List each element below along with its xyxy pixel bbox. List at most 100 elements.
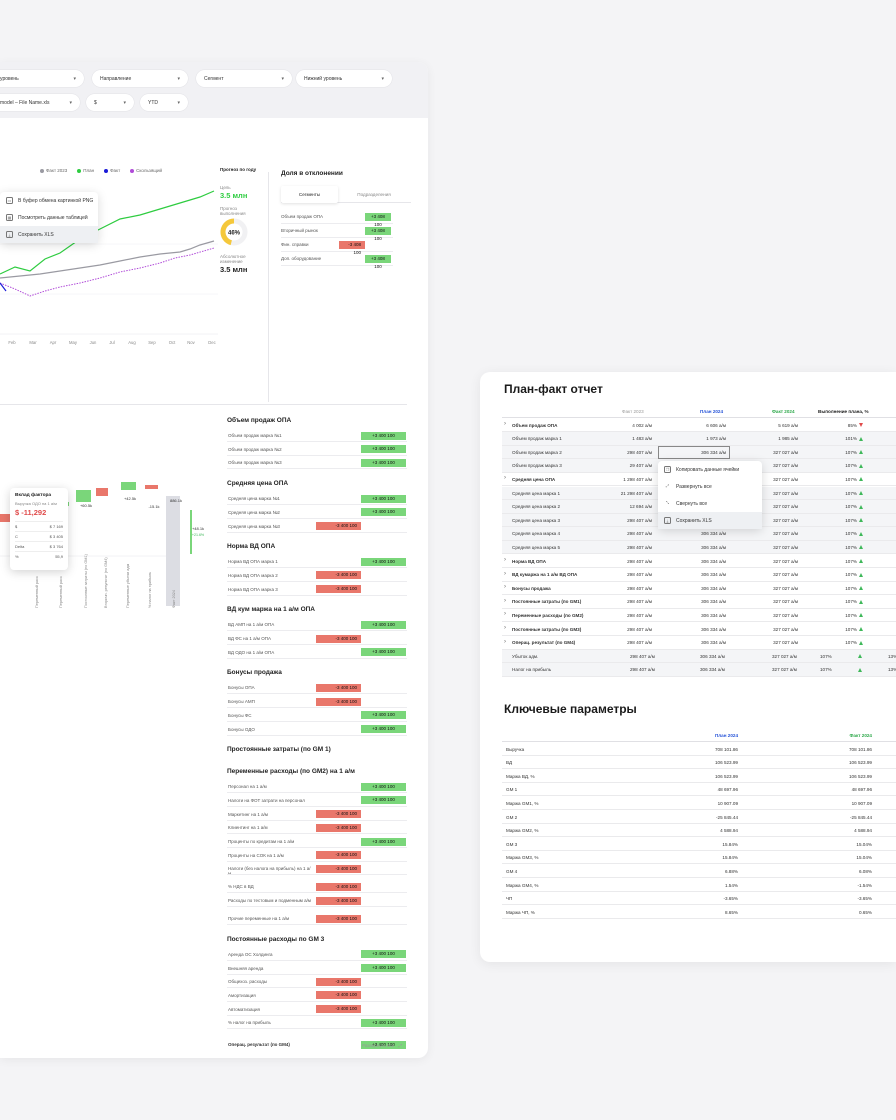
download-icon: ⤓ [664,517,671,524]
plan-fact-row[interactable]: › Операц. результат (по GM4) 298 407 а/м 30… [502,636,896,650]
plan-fact-cell: 327 027 а/м [773,476,798,482]
chevron-down-icon: ▾ [69,99,72,106]
key-params-row: GM 1 48 697.96 48 697.96 [502,783,896,797]
expand-all-link[interactable]: Развернуть все ⤢ [362,1043,402,1048]
plan-fact-row[interactable]: Средняя цена марка 4 298 407 а/м 306 334 а… [502,527,896,541]
table-menu-item[interactable]: ❐ Копировать данные ячейки [658,461,762,478]
table-menu-item[interactable]: ⤢ Развернуть все [658,478,762,495]
chevron-right-icon[interactable]: › [504,638,506,645]
x-tick-label: Jun [90,340,97,345]
chevron-right-icon[interactable]: › [504,597,506,604]
chevron-right-icon[interactable]: › [504,611,506,618]
key-params-label: Выручка [506,746,525,752]
tab-segments[interactable]: Сегменты [281,186,338,203]
chevron-right-icon[interactable]: › [504,475,506,482]
key-params-fact: -1.54% [857,882,872,888]
table-context-menu: ❐ Копировать данные ячейки ⤢ Развернуть все… [658,461,762,529]
legend-dot-icon [40,168,44,173]
legend-dot-icon [77,168,82,173]
tab-divisions[interactable]: Подразделения [357,192,391,197]
filter-select[interactable]: Направление ▾ [92,70,188,87]
triangle-icon [859,436,863,441]
waterfall-bar [121,482,136,490]
chart-menu-item[interactable]: ▦ Посмотреть данные таблицей [0,209,98,226]
key-params-plan: 15.84% [722,855,738,861]
plan-fact-row[interactable]: › Бонусы продажа 298 407 а/м 306 334 а/м 327… [502,582,896,596]
key-params-row: Маржа ВД, % 106 523.99 106 523.99 [502,769,896,783]
key-params-plan: 48 697.96 [717,787,738,793]
plan-fact-row[interactable]: Средняя цена марка 5 298 407 а/м 306 334 а… [502,540,896,555]
plan-fact-row[interactable]: › Постоянные затраты (по GM3) 298 407 а/м 3… [502,623,896,637]
plan-fact-row[interactable]: Налог на прибыль 298 407 а/м 306 334 а/м 32… [502,663,896,677]
chevron-right-icon[interactable]: › [504,584,506,591]
waterfall-x-label: Вторичн. результат (по GM4) [104,557,108,608]
legend-item: Факт 2023 [40,168,67,173]
plan-fact-cell: 107% [845,531,857,537]
factor-row-label: Маркетинг на 1 а/м [228,811,268,817]
plan-fact-cell: 1 973 а/м [706,436,726,442]
plan-fact-header-cell: Выполнение плана, % [818,409,869,414]
key-params-label: ВД [506,760,513,766]
row-divider [227,644,407,645]
key-params-row: Маржа GM3, % 15.84% 15.04% [502,851,896,865]
chevron-right-icon[interactable]: › [504,557,506,563]
trend-up-icon [859,477,863,482]
x-tick-label: Oct [169,340,176,345]
key-params-fact: 106 523.99 [849,773,872,779]
x-tick-label: Dec [208,340,215,345]
plan-fact-row[interactable]: Объем продаж марка 2 298 407 а/м 306 334 а… [502,445,896,460]
chart-menu-item[interactable]: ▭ В буфер обмена картинкой PNG [0,192,98,209]
selected-cell[interactable] [658,445,730,460]
plan-fact-cell: 107% [845,558,857,564]
filter-select[interactable]: Сегмент ▾ [196,70,292,87]
chart-menu-item[interactable]: ⤓ Сохранить XLS [0,226,98,243]
plan-fact-cell: 107% [845,585,857,591]
plan-fact-row[interactable]: › Постоянные затраты (по GM1) 298 407 а/м 3… [502,595,896,609]
row-divider [227,504,407,505]
table-menu-item[interactable]: ⤡ Свернуть все [658,495,762,512]
plan-fact-row[interactable]: Убыток адм. 298 407 а/м 306 334 а/м 327 027… [502,649,896,664]
trend-down-icon [859,423,863,428]
waterfall-x-label: Переменные убытки адм [126,563,130,608]
row-divider [227,819,407,821]
triangle-icon [859,545,863,550]
plan-fact-row[interactable]: › ВД кумаржа на 1 а/м ВД ОПА 298 407 а/м 30… [502,568,896,582]
forecast-title: Прогноз по году [220,167,257,172]
chevron-right-icon[interactable]: › [504,570,506,577]
plan-fact-row-label: Объем продаж ОПА [512,422,558,428]
factor-bar: +3 400 100 [361,1040,406,1049]
plan-fact-row-label: Средняя цена марка 1 [512,490,561,496]
plan-fact-row[interactable]: › Норма ВД ОПА 298 407 а/м 306 334 а/м 327 0… [502,555,896,569]
table-menu-item[interactable]: ⤓ Сохранить XLS [658,512,762,529]
triangle-icon [859,504,863,509]
divider [268,172,269,402]
plan-fact-row[interactable]: › Переменные расходы (по GM2) 298 407 а/м 3… [502,609,896,623]
filter-select[interactable]: model – File Name.xls ▾ [0,94,80,111]
factor-row-label: ВД АМП на 1 а/м ОПА [228,622,275,628]
chevron-right-icon[interactable]: › [504,421,506,427]
plan-fact-row-label: Объем продаж марка 1 [512,436,562,442]
waterfall-value-label: +60.5k [80,503,92,508]
factor-bar: +3 400 100 [361,431,406,440]
plan-fact-cell: 298 407 а/м [627,640,652,646]
deviation-bar: +3 408 100 [365,227,391,241]
key-params-label: GM 2 [506,814,518,820]
filter-select[interactable]: Нижний уровень ▾ [296,70,392,87]
key-params-row: GM 4 6.88% 6.08% [502,864,896,878]
plan-fact-row[interactable]: Объем продаж марка 1 1 483 а/м 1 973 а/м 1 … [502,432,896,446]
filter-select[interactable]: YTD ▾ [140,94,188,111]
plan-fact-row-label: Убыток адм. [512,653,539,659]
filter-select[interactable]: уровень ▾ [0,70,84,87]
plan-fact-header-cell: Факт 2023 [622,409,644,414]
plan-fact-cell: 298 407 а/м [627,585,652,591]
filter-select[interactable]: $ ▾ [86,94,134,111]
waterfall-delta-bar [190,510,192,554]
section-divider [0,404,407,405]
waterfall-value-label: -15.1k [148,504,159,509]
factor-bar: -3 400 100 [316,914,361,923]
chevron-right-icon[interactable]: › [504,625,506,631]
forecast-block: Прогноз по году Цель 3.5 млн Прогноз вып… [220,167,266,274]
plan-fact-row[interactable]: › Объем продаж ОПА 4 002 а/м 6 606 а/м 5 619… [502,419,896,433]
factor-row-label: Расходы по тестовым и подменным а/м [228,898,311,904]
plan-fact-cell: 298 407 а/м [627,449,652,455]
